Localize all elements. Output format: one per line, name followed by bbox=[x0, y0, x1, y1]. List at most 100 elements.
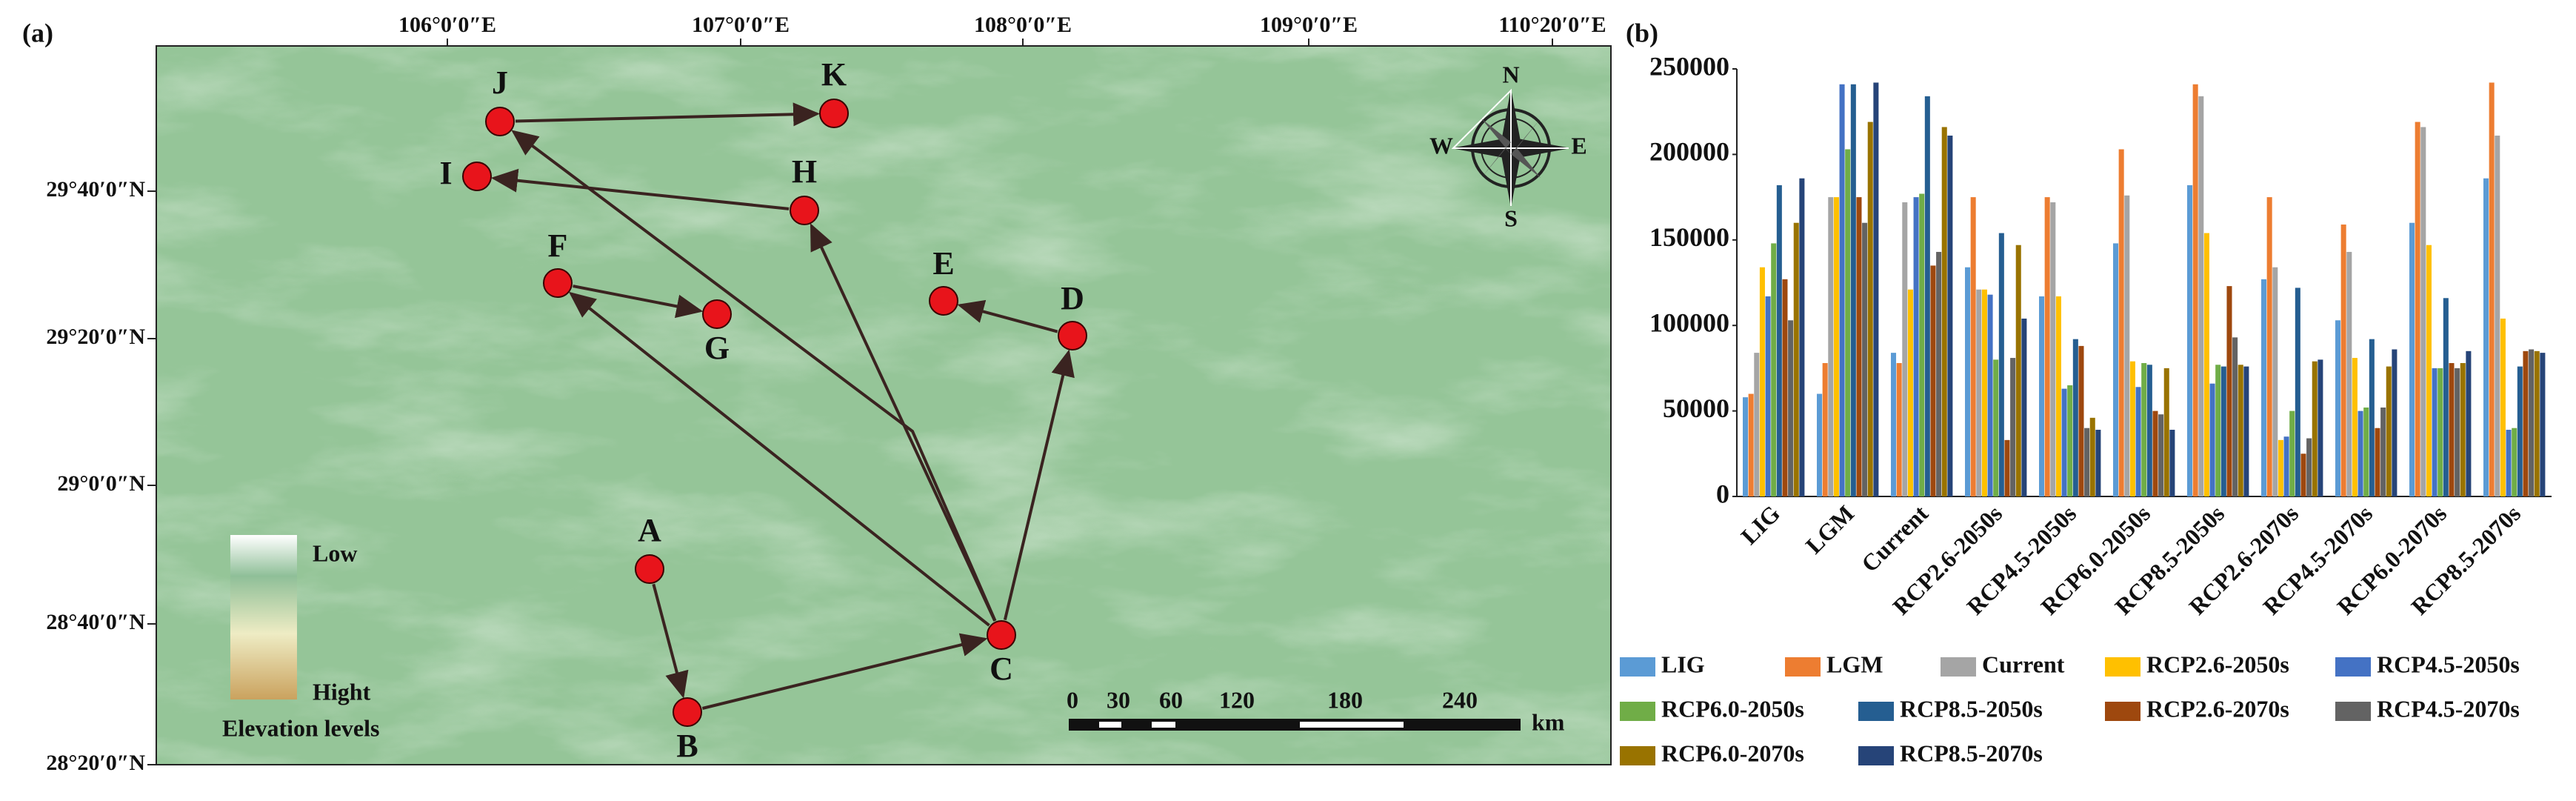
site-label: K bbox=[821, 56, 847, 93]
terrain-texture bbox=[156, 46, 1611, 765]
bar bbox=[2460, 362, 2466, 496]
bar bbox=[2146, 365, 2152, 496]
longitude-label: 107°0′0″E bbox=[692, 13, 790, 37]
bar bbox=[2198, 96, 2204, 497]
compass-label: S bbox=[1504, 205, 1518, 231]
bar bbox=[1771, 243, 1777, 496]
bar bbox=[2124, 195, 2130, 496]
bar bbox=[1822, 362, 1828, 496]
bar bbox=[2306, 438, 2312, 496]
bar bbox=[1765, 296, 1771, 496]
bar bbox=[2432, 368, 2437, 496]
bar bbox=[2443, 298, 2449, 496]
bar bbox=[1788, 320, 1794, 496]
latitude-label: 29°40′0″N bbox=[46, 177, 145, 202]
route-arrow bbox=[652, 583, 689, 699]
route-arrow bbox=[490, 168, 790, 210]
bar bbox=[2375, 428, 2380, 496]
bar bbox=[1913, 197, 1919, 496]
panel-label: (a) bbox=[22, 18, 53, 47]
bar bbox=[2420, 127, 2426, 497]
legend-high: Hight bbox=[313, 678, 371, 705]
legend-swatch bbox=[1620, 657, 1655, 677]
site-point bbox=[635, 554, 664, 584]
bar bbox=[1965, 267, 1971, 496]
bar bbox=[2238, 365, 2243, 496]
bar bbox=[2300, 453, 2306, 496]
bar bbox=[2220, 366, 2226, 496]
bar bbox=[1873, 82, 1879, 497]
legend-title: Elevation levels bbox=[222, 714, 379, 741]
bar bbox=[2415, 122, 2420, 496]
map: Low Hight Elevation levels N E S W 106°0… bbox=[46, 13, 1612, 775]
route-arrow bbox=[701, 633, 988, 710]
bar bbox=[2358, 411, 2363, 496]
compass-label: E bbox=[1571, 132, 1586, 159]
legend-label: RCP2.6-2050s bbox=[2146, 651, 2289, 677]
bar bbox=[1828, 197, 1834, 496]
route-arrow bbox=[515, 102, 821, 127]
bar bbox=[2078, 345, 2084, 496]
bar bbox=[2312, 361, 2318, 496]
longitude-label: 110°20′0″E bbox=[1498, 13, 1606, 37]
bar bbox=[1776, 185, 1782, 496]
bar bbox=[1748, 393, 1754, 496]
bar bbox=[1793, 222, 1799, 496]
bar bbox=[2021, 318, 2027, 496]
site-point bbox=[987, 620, 1016, 650]
site-point bbox=[1058, 321, 1087, 350]
bar bbox=[2512, 428, 2517, 496]
bar bbox=[2386, 366, 2392, 496]
site-label: H bbox=[792, 153, 817, 190]
scale-bar-segment bbox=[1300, 722, 1404, 728]
bar bbox=[2158, 414, 2164, 496]
bar bbox=[1817, 393, 1823, 496]
legend-swatch bbox=[1620, 746, 1655, 765]
bar bbox=[1850, 84, 1856, 497]
legend-swatch bbox=[2335, 702, 2371, 721]
route-arrow bbox=[957, 299, 1058, 333]
bar bbox=[2055, 296, 2061, 496]
site-label: C bbox=[990, 651, 1013, 687]
bar bbox=[2409, 222, 2415, 496]
bar bbox=[2129, 361, 2135, 496]
bar bbox=[2437, 368, 2443, 496]
bar bbox=[2340, 225, 2346, 496]
bar bbox=[1759, 267, 1765, 496]
bar bbox=[2449, 362, 2455, 496]
compass-star-detail bbox=[1451, 88, 1569, 206]
bar bbox=[1896, 362, 1902, 496]
bar bbox=[2318, 359, 2323, 496]
bar bbox=[1981, 289, 1987, 496]
legend-label: RCP4.5-2050s bbox=[2377, 651, 2520, 677]
site-point bbox=[462, 162, 492, 191]
panel-label: (b) bbox=[1626, 18, 1658, 47]
legend-label: RCP6.0-2070s bbox=[1661, 739, 1804, 766]
bar bbox=[2004, 439, 2010, 496]
bar bbox=[2226, 286, 2232, 496]
y-tick-label: 50000 bbox=[1663, 393, 1729, 423]
compass-label: N bbox=[1502, 61, 1519, 87]
bar bbox=[2261, 279, 2267, 496]
bar bbox=[2534, 350, 2540, 496]
site-point bbox=[790, 196, 819, 225]
legend-label: RCP8.5-2070s bbox=[1900, 739, 2043, 766]
bar bbox=[1856, 197, 1862, 496]
bar bbox=[1970, 197, 1976, 496]
latitude-label: 29°20′0″N bbox=[46, 325, 145, 349]
bar bbox=[2050, 202, 2056, 496]
legend-label: LIG bbox=[1661, 651, 1705, 677]
bar bbox=[2369, 339, 2375, 496]
bar bbox=[1998, 233, 2004, 496]
bar bbox=[2540, 353, 2546, 496]
bar bbox=[2466, 350, 2472, 496]
latitude-label: 29°0′0″N bbox=[57, 471, 145, 496]
bar bbox=[2517, 366, 2523, 496]
bar bbox=[2010, 358, 2016, 496]
site-label: A bbox=[638, 512, 661, 548]
bar bbox=[2169, 429, 2175, 496]
bar bbox=[2187, 185, 2193, 496]
bar bbox=[2289, 411, 2295, 496]
bar bbox=[1993, 359, 1999, 496]
